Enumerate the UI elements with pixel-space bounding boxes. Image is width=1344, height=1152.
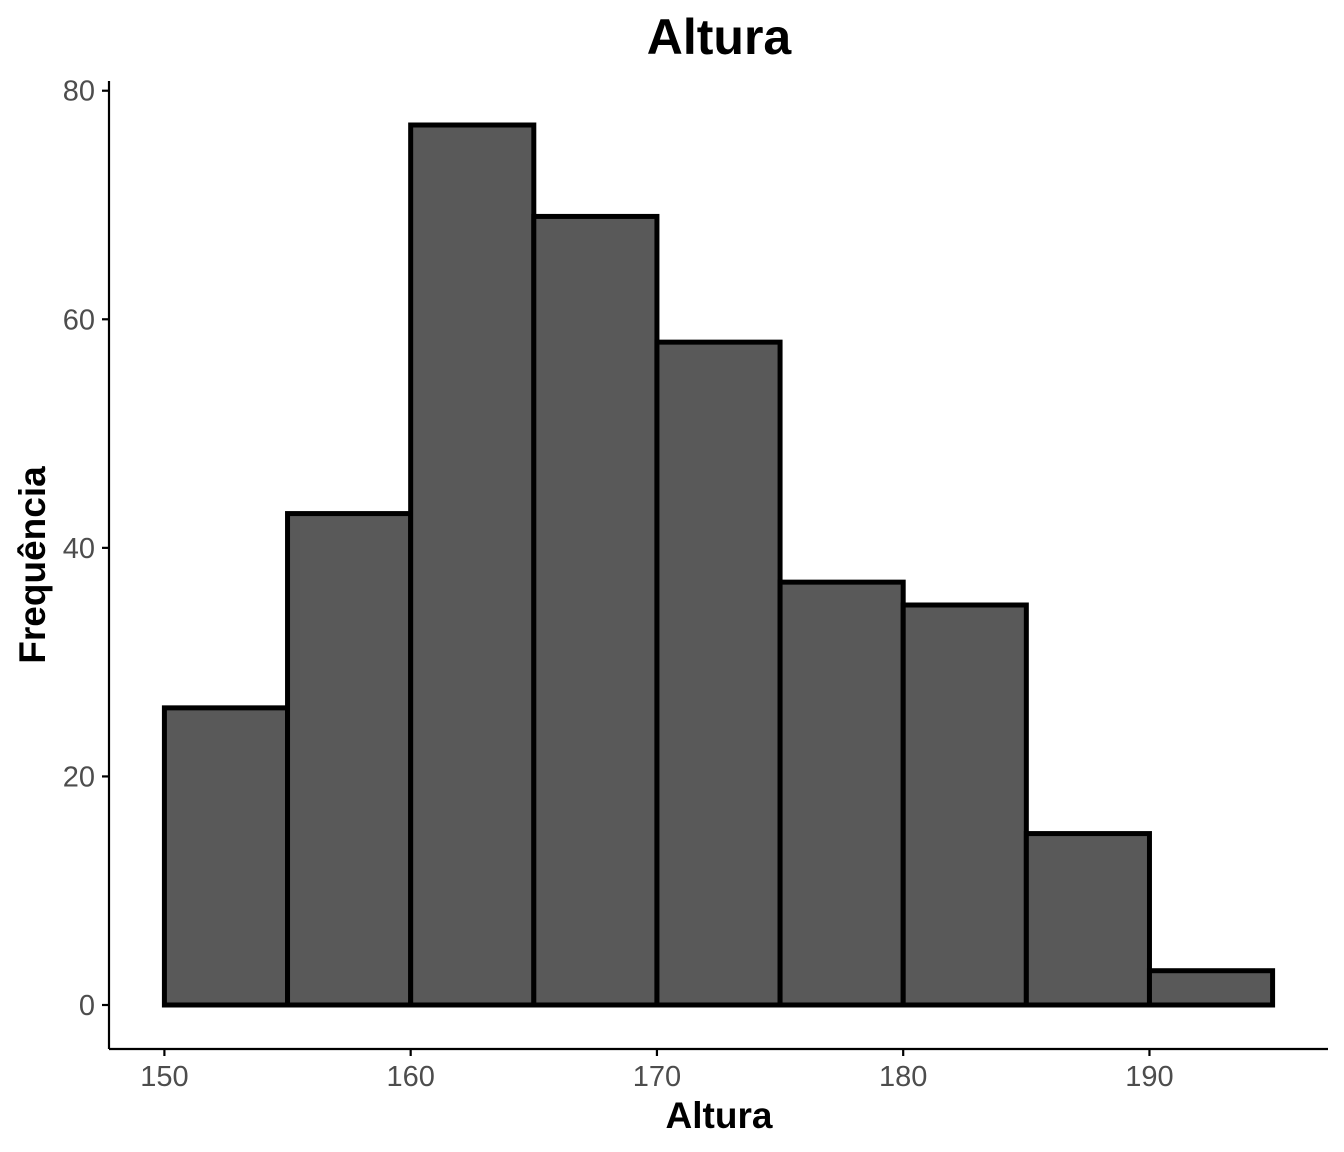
chart-title: Altura <box>647 9 793 65</box>
x-ticks-group: 150 160 170 180 190 <box>140 1049 1174 1093</box>
histogram-bar-155-160 <box>285 511 414 1008</box>
x-tick-label-160: 160 <box>386 1061 434 1093</box>
histogram-bar-185-190 <box>1023 831 1152 1008</box>
y-tick-label-40: 40 <box>63 533 95 565</box>
x-tick-label-190: 190 <box>1125 1061 1173 1093</box>
y-tick-label-20: 20 <box>63 761 95 793</box>
x-axis-title: Altura <box>666 1095 773 1136</box>
y-tick-label-60: 60 <box>63 304 95 336</box>
histogram-bar-175-180 <box>777 579 906 1008</box>
histogram-bar-150-155 <box>161 705 291 1008</box>
x-tick-label-150: 150 <box>140 1061 188 1093</box>
y-tick-label-0: 0 <box>79 990 95 1022</box>
histogram-bar-170-175 <box>654 339 783 1008</box>
y-ticks-group: 0 20 40 60 80 <box>63 76 109 1022</box>
bars-group <box>161 122 1276 1008</box>
histogram-bar-180-185 <box>900 602 1029 1008</box>
y-tick-label-80: 80 <box>63 76 95 108</box>
y-axis-title: Frequência <box>12 466 53 664</box>
x-tick-label-170: 170 <box>633 1061 681 1093</box>
histogram-bar-190-195 <box>1146 968 1276 1008</box>
x-tick-label-180: 180 <box>879 1061 927 1093</box>
histogram-bar-165-170 <box>531 213 660 1008</box>
histogram-bar-160-165 <box>408 122 537 1008</box>
